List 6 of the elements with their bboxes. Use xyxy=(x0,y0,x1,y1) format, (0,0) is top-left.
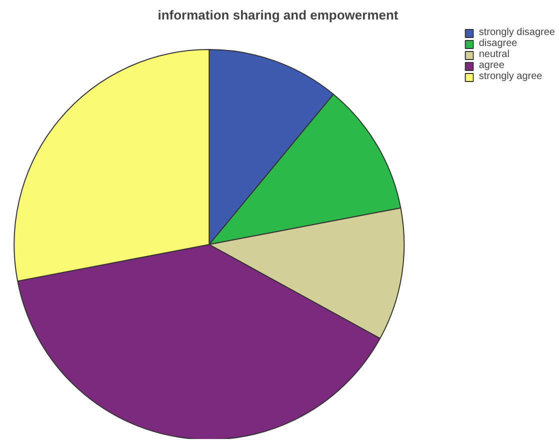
legend-label: strongly agree xyxy=(478,71,542,82)
legend-label: disagree xyxy=(478,38,518,49)
legend-label: agree xyxy=(478,60,504,71)
chart-title: information sharing and empowerment xyxy=(158,8,399,22)
legend-label: neutral xyxy=(478,49,510,60)
legend-label: strongly disagree xyxy=(478,27,555,38)
